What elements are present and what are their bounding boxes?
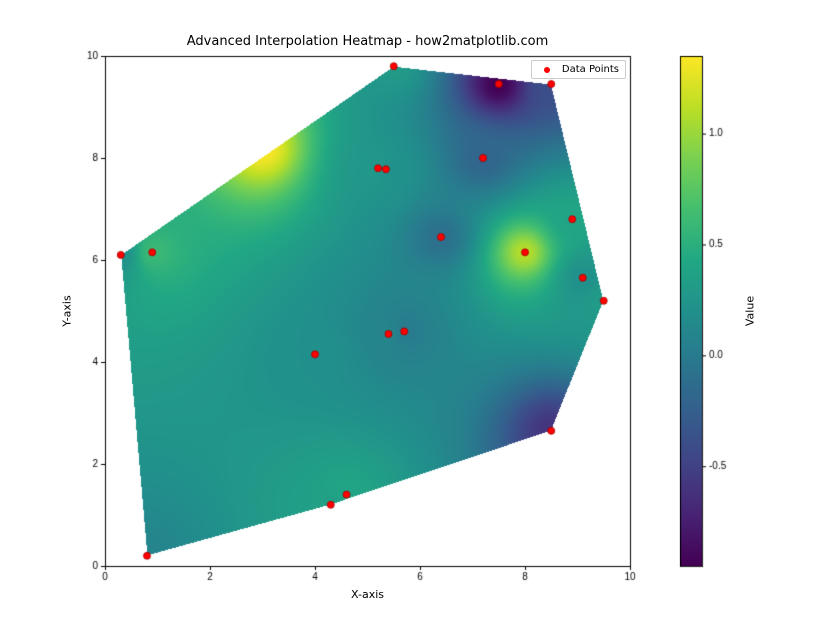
y-axis-label: Y-axis — [61, 295, 74, 326]
legend-dot-icon — [544, 67, 550, 73]
legend: Data Points — [531, 60, 626, 79]
colorbar-label: Value — [744, 296, 757, 326]
colorbar-frame — [0, 0, 840, 630]
chart-title: Advanced Interpolation Heatmap - how2mat… — [187, 34, 548, 49]
x-axis-label: X-axis — [351, 588, 384, 601]
legend-label: Data Points — [562, 64, 619, 75]
legend-marker — [538, 65, 556, 75]
figure: Advanced Interpolation Heatmap - how2mat… — [0, 0, 840, 630]
